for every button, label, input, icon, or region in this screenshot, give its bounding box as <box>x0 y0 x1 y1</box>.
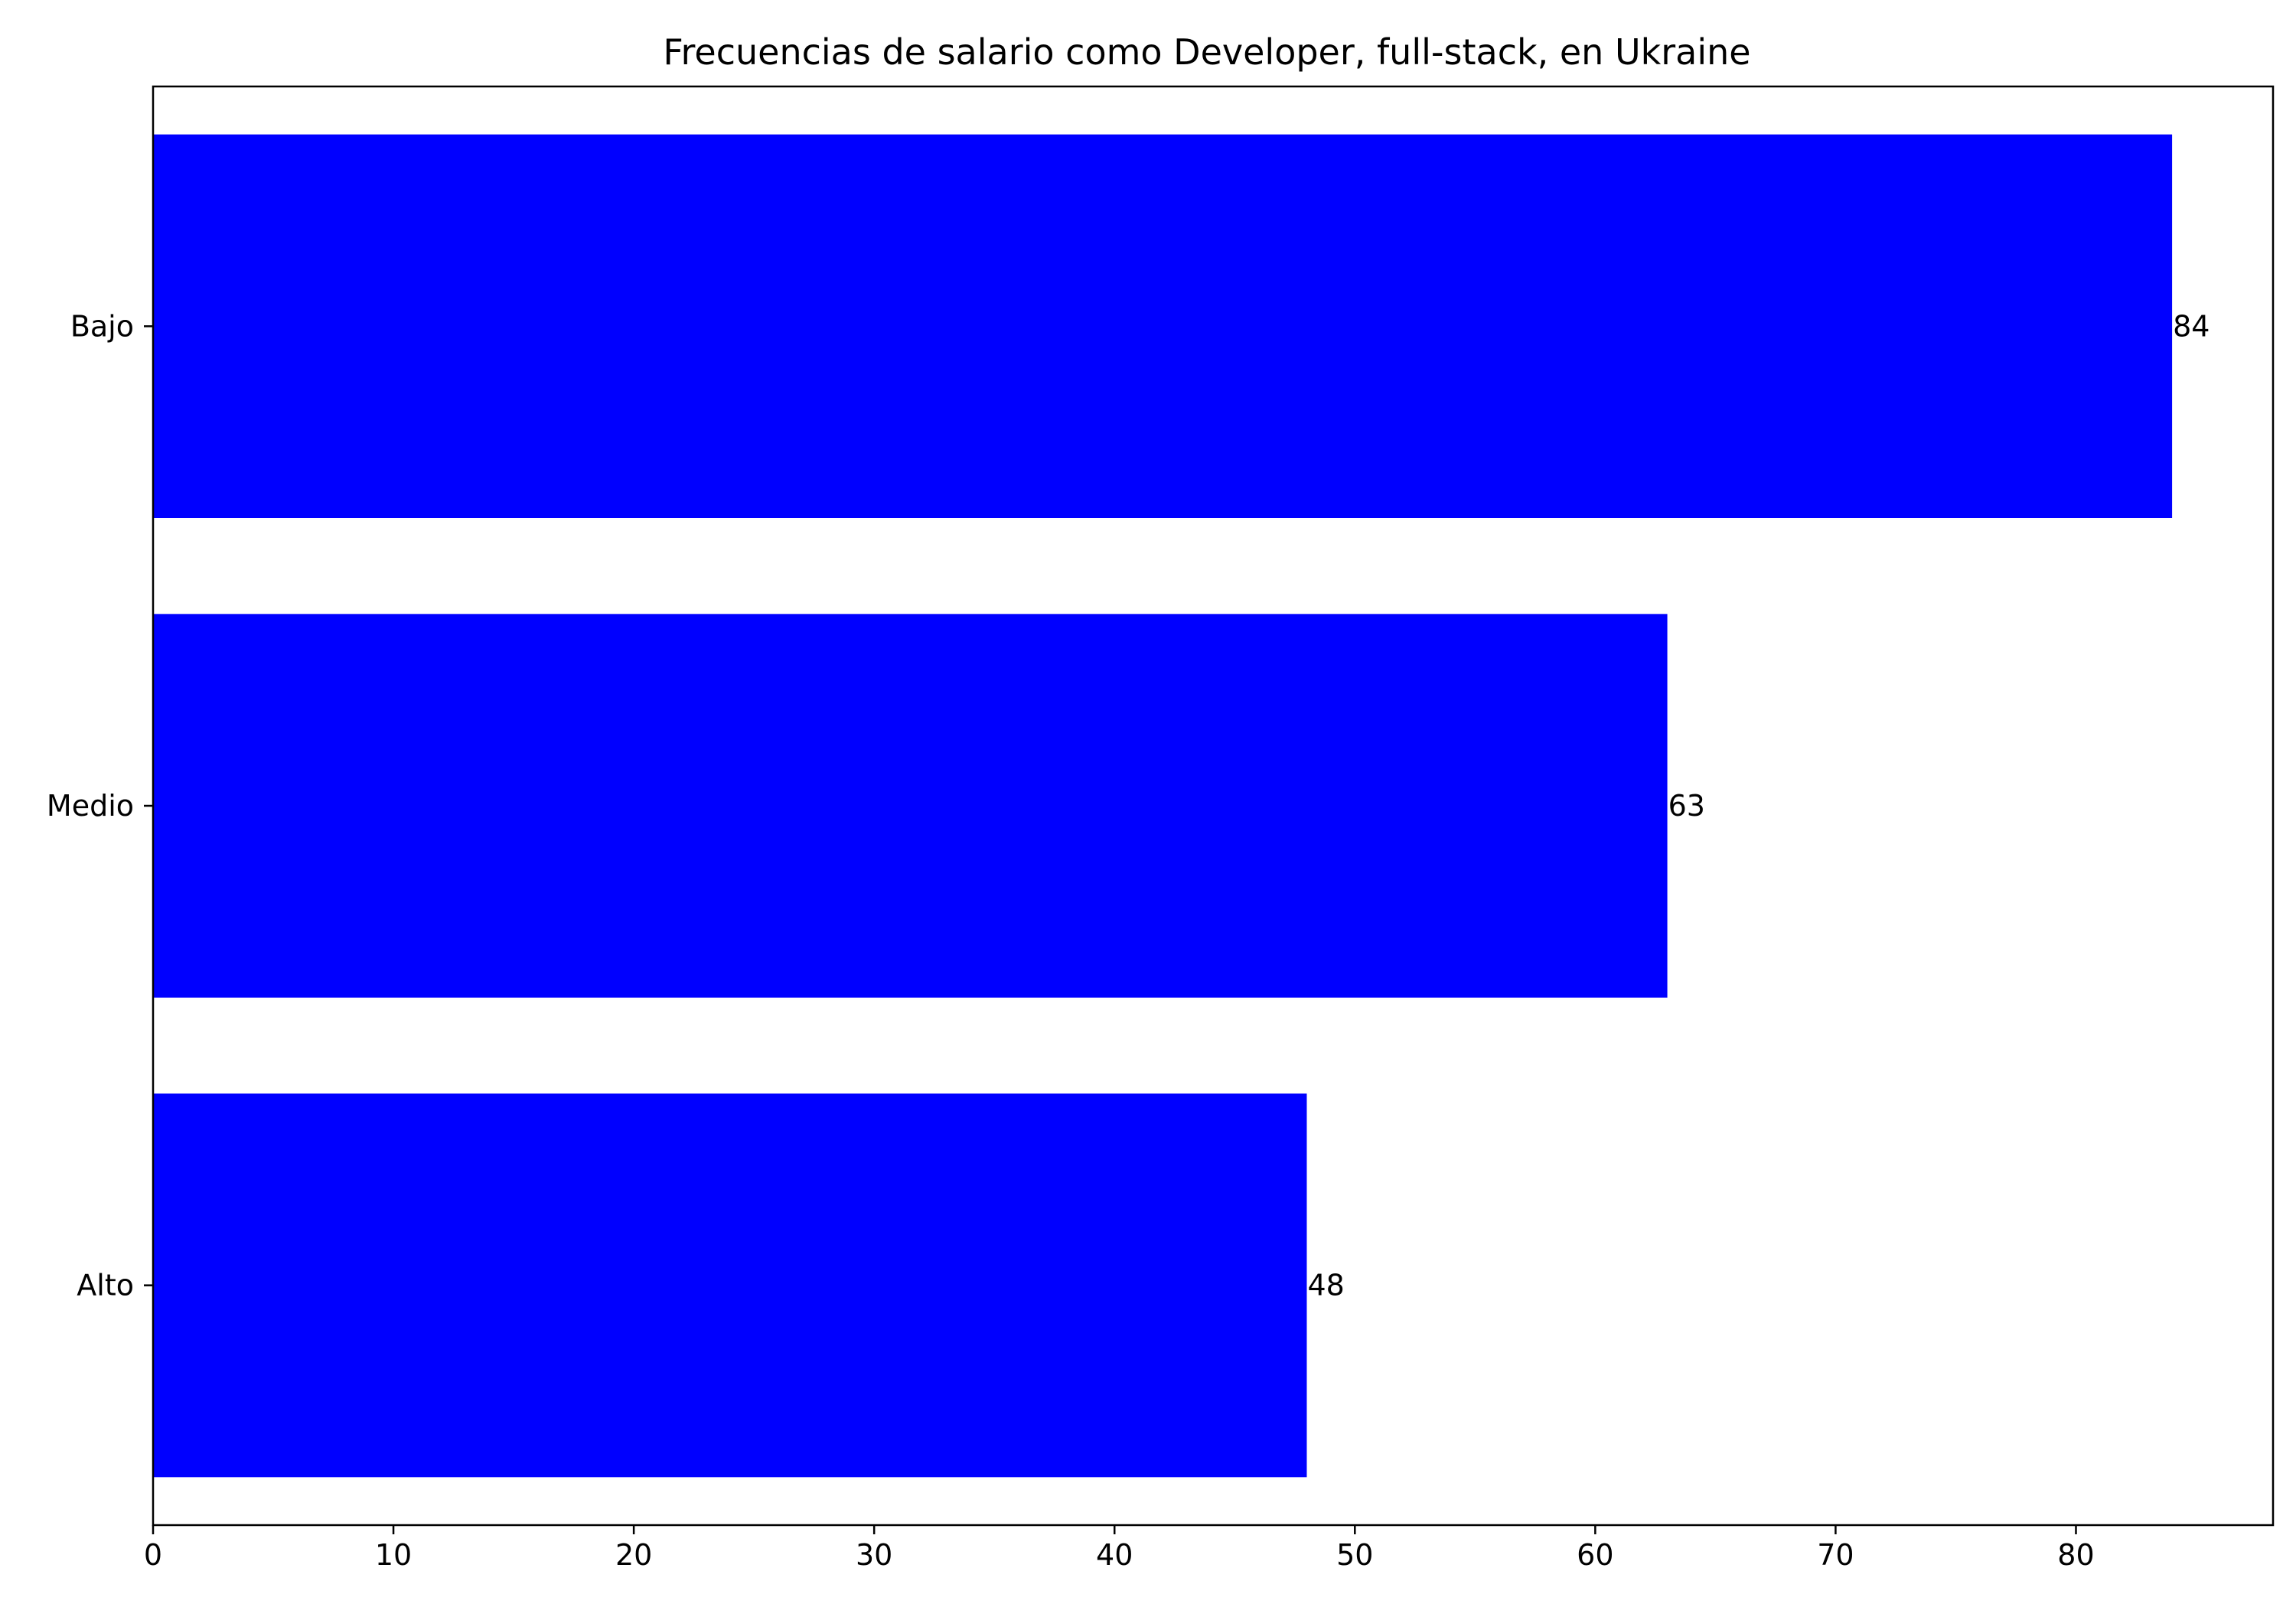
value-labels-group: 84 63 48 <box>1307 309 2210 1302</box>
x-tick-label-10: 10 <box>375 1538 412 1572</box>
y-tick-label-bajo: Bajo <box>70 309 134 343</box>
value-label-bajo: 84 <box>2173 309 2210 343</box>
y-tick-label-medio: Medio <box>47 789 134 823</box>
x-tick-label-80: 80 <box>2057 1538 2094 1572</box>
y-tick-label-alto: Alto <box>77 1269 134 1302</box>
x-tick-label-40: 40 <box>1096 1538 1133 1572</box>
x-tick-label-30: 30 <box>856 1538 892 1572</box>
x-tick-label-50: 50 <box>1336 1538 1373 1572</box>
bars-group <box>153 134 2173 1478</box>
value-label-medio: 63 <box>1668 789 1705 823</box>
bar-medio <box>153 614 1668 998</box>
x-tick-label-0: 0 <box>144 1538 162 1572</box>
bar-alto <box>153 1094 1307 1478</box>
y-axis: Bajo Medio Alto <box>47 309 153 1302</box>
x-tick-label-20: 20 <box>615 1538 652 1572</box>
x-axis: 0 10 20 30 40 50 60 70 80 <box>144 1525 2095 1572</box>
x-tick-label-60: 60 <box>1577 1538 1613 1572</box>
plot-frame <box>152 85 2275 1527</box>
value-label-alto: 48 <box>1307 1269 1344 1302</box>
bar-bajo <box>153 134 2173 518</box>
chart-title: Frecuencias de salario como Developer, f… <box>663 31 1750 73</box>
x-tick-label-70: 70 <box>1817 1538 1854 1572</box>
